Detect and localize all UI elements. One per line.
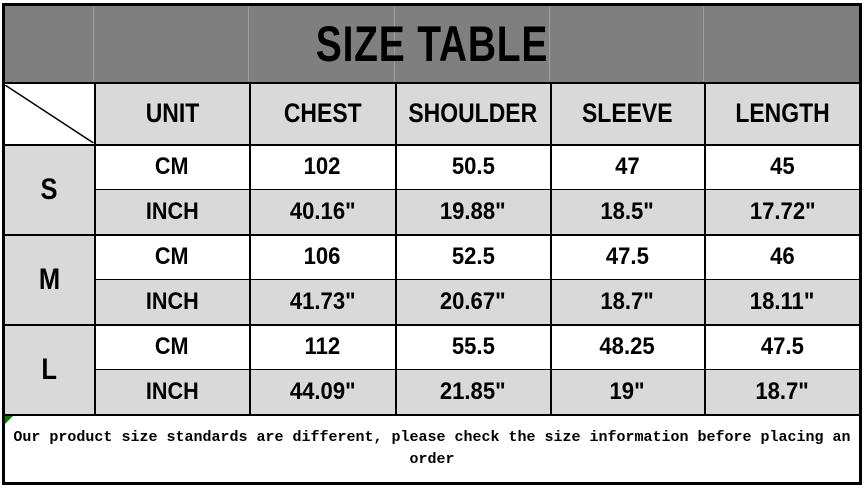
value-cell: 46: [703, 233, 862, 280]
title-row: SIZE TABLE: [2, 3, 862, 84]
value-cell: 106: [248, 233, 397, 280]
header-row: UNIT CHEST SHOULDER SLEEVE LENGTH: [2, 81, 862, 146]
gridline: [394, 6, 395, 81]
value-cell: 50.5: [394, 143, 552, 190]
column-header-length: LENGTH: [703, 81, 862, 146]
value-cell: 112: [248, 323, 397, 370]
table-row-s-inch: INCH 40.16" 19.88" 18.5" 17.72": [4, 189, 862, 236]
value-cell: 47: [549, 143, 706, 190]
corner-cell: [2, 81, 96, 146]
excel-comment-triangle-icon: [5, 416, 13, 424]
value-cell: 41.73": [248, 279, 397, 326]
value-cell: 102: [248, 143, 397, 190]
footer-note-cell: Our product size standards are different…: [2, 413, 862, 485]
table-row-l-inch: INCH 44.09" 21.85" 19" 18.7": [4, 369, 862, 416]
unit-cell: INCH: [93, 369, 251, 416]
unit-cell: CM: [93, 143, 251, 190]
footer-row: Our product size standards are different…: [2, 413, 862, 485]
column-header-chest: CHEST: [248, 81, 397, 146]
value-cell: 19": [549, 369, 706, 416]
unit-cell: CM: [93, 233, 251, 280]
value-cell: 44.09": [248, 369, 397, 416]
size-table: SIZE TABLE UNIT CHEST SHOULDER SLEEVE LE…: [2, 3, 862, 485]
value-cell: 17.72": [703, 189, 862, 236]
value-cell: 47.5: [549, 233, 706, 280]
title-wrap: SIZE TABLE: [6, 6, 859, 81]
size-label-l: L: [2, 323, 96, 416]
size-chart-sheet: SIZE TABLE UNIT CHEST SHOULDER SLEEVE LE…: [2, 3, 862, 485]
unit-cell: INCH: [93, 189, 251, 236]
title-banner: SIZE TABLE: [2, 3, 862, 84]
value-cell: 21.85": [394, 369, 552, 416]
size-label-s: S: [2, 143, 96, 236]
value-cell: 45: [703, 143, 862, 190]
unit-cell: CM: [93, 323, 251, 370]
diagonal-divider: [5, 85, 94, 143]
unit-cell: INCH: [93, 279, 251, 326]
value-cell: 20.67": [394, 279, 552, 326]
size-label-m: M: [2, 233, 96, 326]
value-cell: 40.16": [248, 189, 397, 236]
size-disclaimer-text: Our product size standards are different…: [13, 428, 851, 468]
table-row-m-cm: M CM 106 52.5 47.5 46: [2, 233, 862, 326]
table-row-l-cm: L CM 112 55.5 48.25 47.5: [2, 323, 862, 416]
column-header-sleeve: SLEEVE: [549, 81, 706, 146]
table-row-m-inch: INCH 41.73" 20.67" 18.7" 18.11": [4, 279, 862, 326]
value-cell: 48.25: [549, 323, 706, 370]
column-header-shoulder: SHOULDER: [394, 81, 552, 146]
value-cell: 18.7": [703, 369, 862, 416]
gridline: [93, 6, 94, 81]
value-cell: 18.7": [549, 279, 706, 326]
table-row-s-cm: S CM 102 50.5 47 45: [2, 143, 862, 236]
value-cell: 47.5: [703, 323, 862, 370]
value-cell: 18.5": [549, 189, 706, 236]
gridline: [703, 6, 704, 81]
value-cell: 55.5: [394, 323, 552, 370]
gridline: [248, 6, 249, 81]
gridline: [549, 6, 550, 81]
column-header-unit: UNIT: [93, 81, 251, 146]
page-title: SIZE TABLE: [315, 15, 549, 72]
value-cell: 52.5: [394, 233, 552, 280]
value-cell: 18.11": [703, 279, 862, 326]
value-cell: 19.88": [394, 189, 552, 236]
